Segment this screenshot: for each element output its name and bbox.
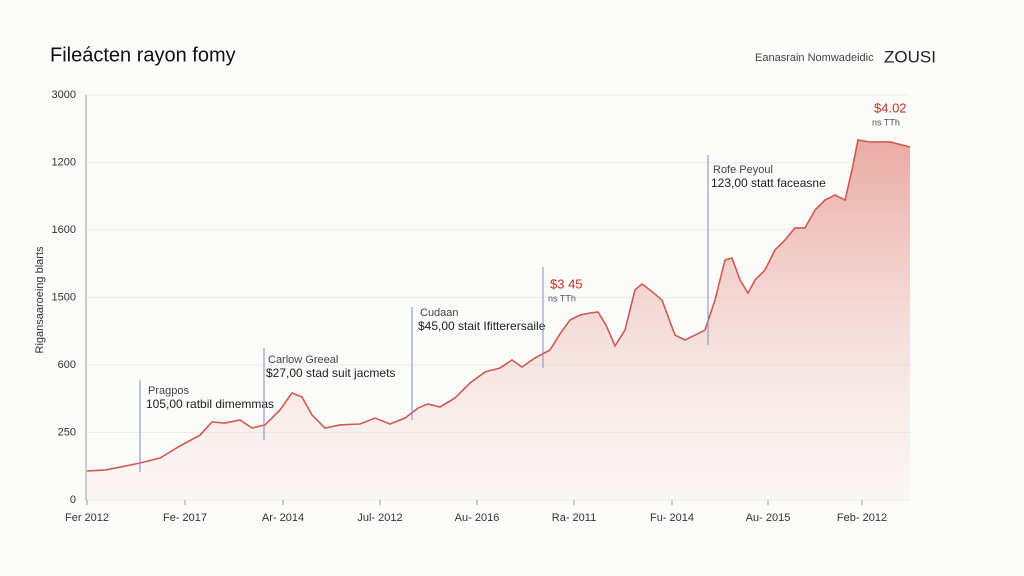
annotation-text: $45,00 stait Ifitterersaile	[418, 319, 546, 333]
y-tick-label: 1200	[52, 156, 76, 168]
x-tick-label: Fu- 2014	[650, 512, 694, 524]
annotation-title: Carlow Greeal	[268, 354, 338, 366]
annotation-note: ns TTh	[548, 293, 576, 303]
x-tick-label: Ar- 2014	[262, 512, 304, 524]
x-tick-label: Feb- 2012	[837, 512, 887, 524]
annotation-title: Cudaan	[420, 307, 459, 319]
annotation-price: $3 45	[550, 276, 583, 291]
y-tick-label: 3000	[52, 89, 76, 101]
chart-title: Fileácten rayon fomy	[50, 44, 236, 66]
annotation-text: 105,00 ratbil dimemmas	[146, 397, 274, 411]
annotation-note: ns TTh	[872, 117, 900, 127]
area	[87, 139, 910, 500]
x-tick-label: Au- 2015	[746, 512, 791, 524]
annotation-text: 123,00 statt faceasne	[711, 176, 826, 190]
annotation-title: Pragpos	[148, 385, 189, 397]
y-axis-label: Rigansaaroeing blarts	[34, 246, 46, 354]
annotation-text: $27,00 stad suit jacmets	[266, 366, 395, 380]
y-tick-label: 1600	[52, 224, 76, 236]
x-tick-label: Au- 2016	[455, 512, 500, 524]
annotation-price: $4.02	[874, 100, 907, 115]
y-tick-label: 250	[58, 426, 76, 438]
x-tick-label: Jul- 2012	[357, 512, 402, 524]
subtitle: Eanasrain Nomwadeidic	[755, 52, 874, 64]
x-tick-label: Fer 2012	[65, 512, 109, 524]
annotation-title: Rofe Peyoul	[713, 164, 773, 176]
brand: ZOUSI	[884, 47, 936, 66]
y-tick-label: 1500	[52, 291, 76, 303]
y-tick-label: 600	[58, 359, 76, 371]
y-tick-label: 0	[70, 494, 76, 506]
x-tick-label: Fe- 2017	[163, 512, 207, 524]
x-tick-label: Ra- 2011	[552, 512, 596, 524]
line	[86, 139, 911, 472]
